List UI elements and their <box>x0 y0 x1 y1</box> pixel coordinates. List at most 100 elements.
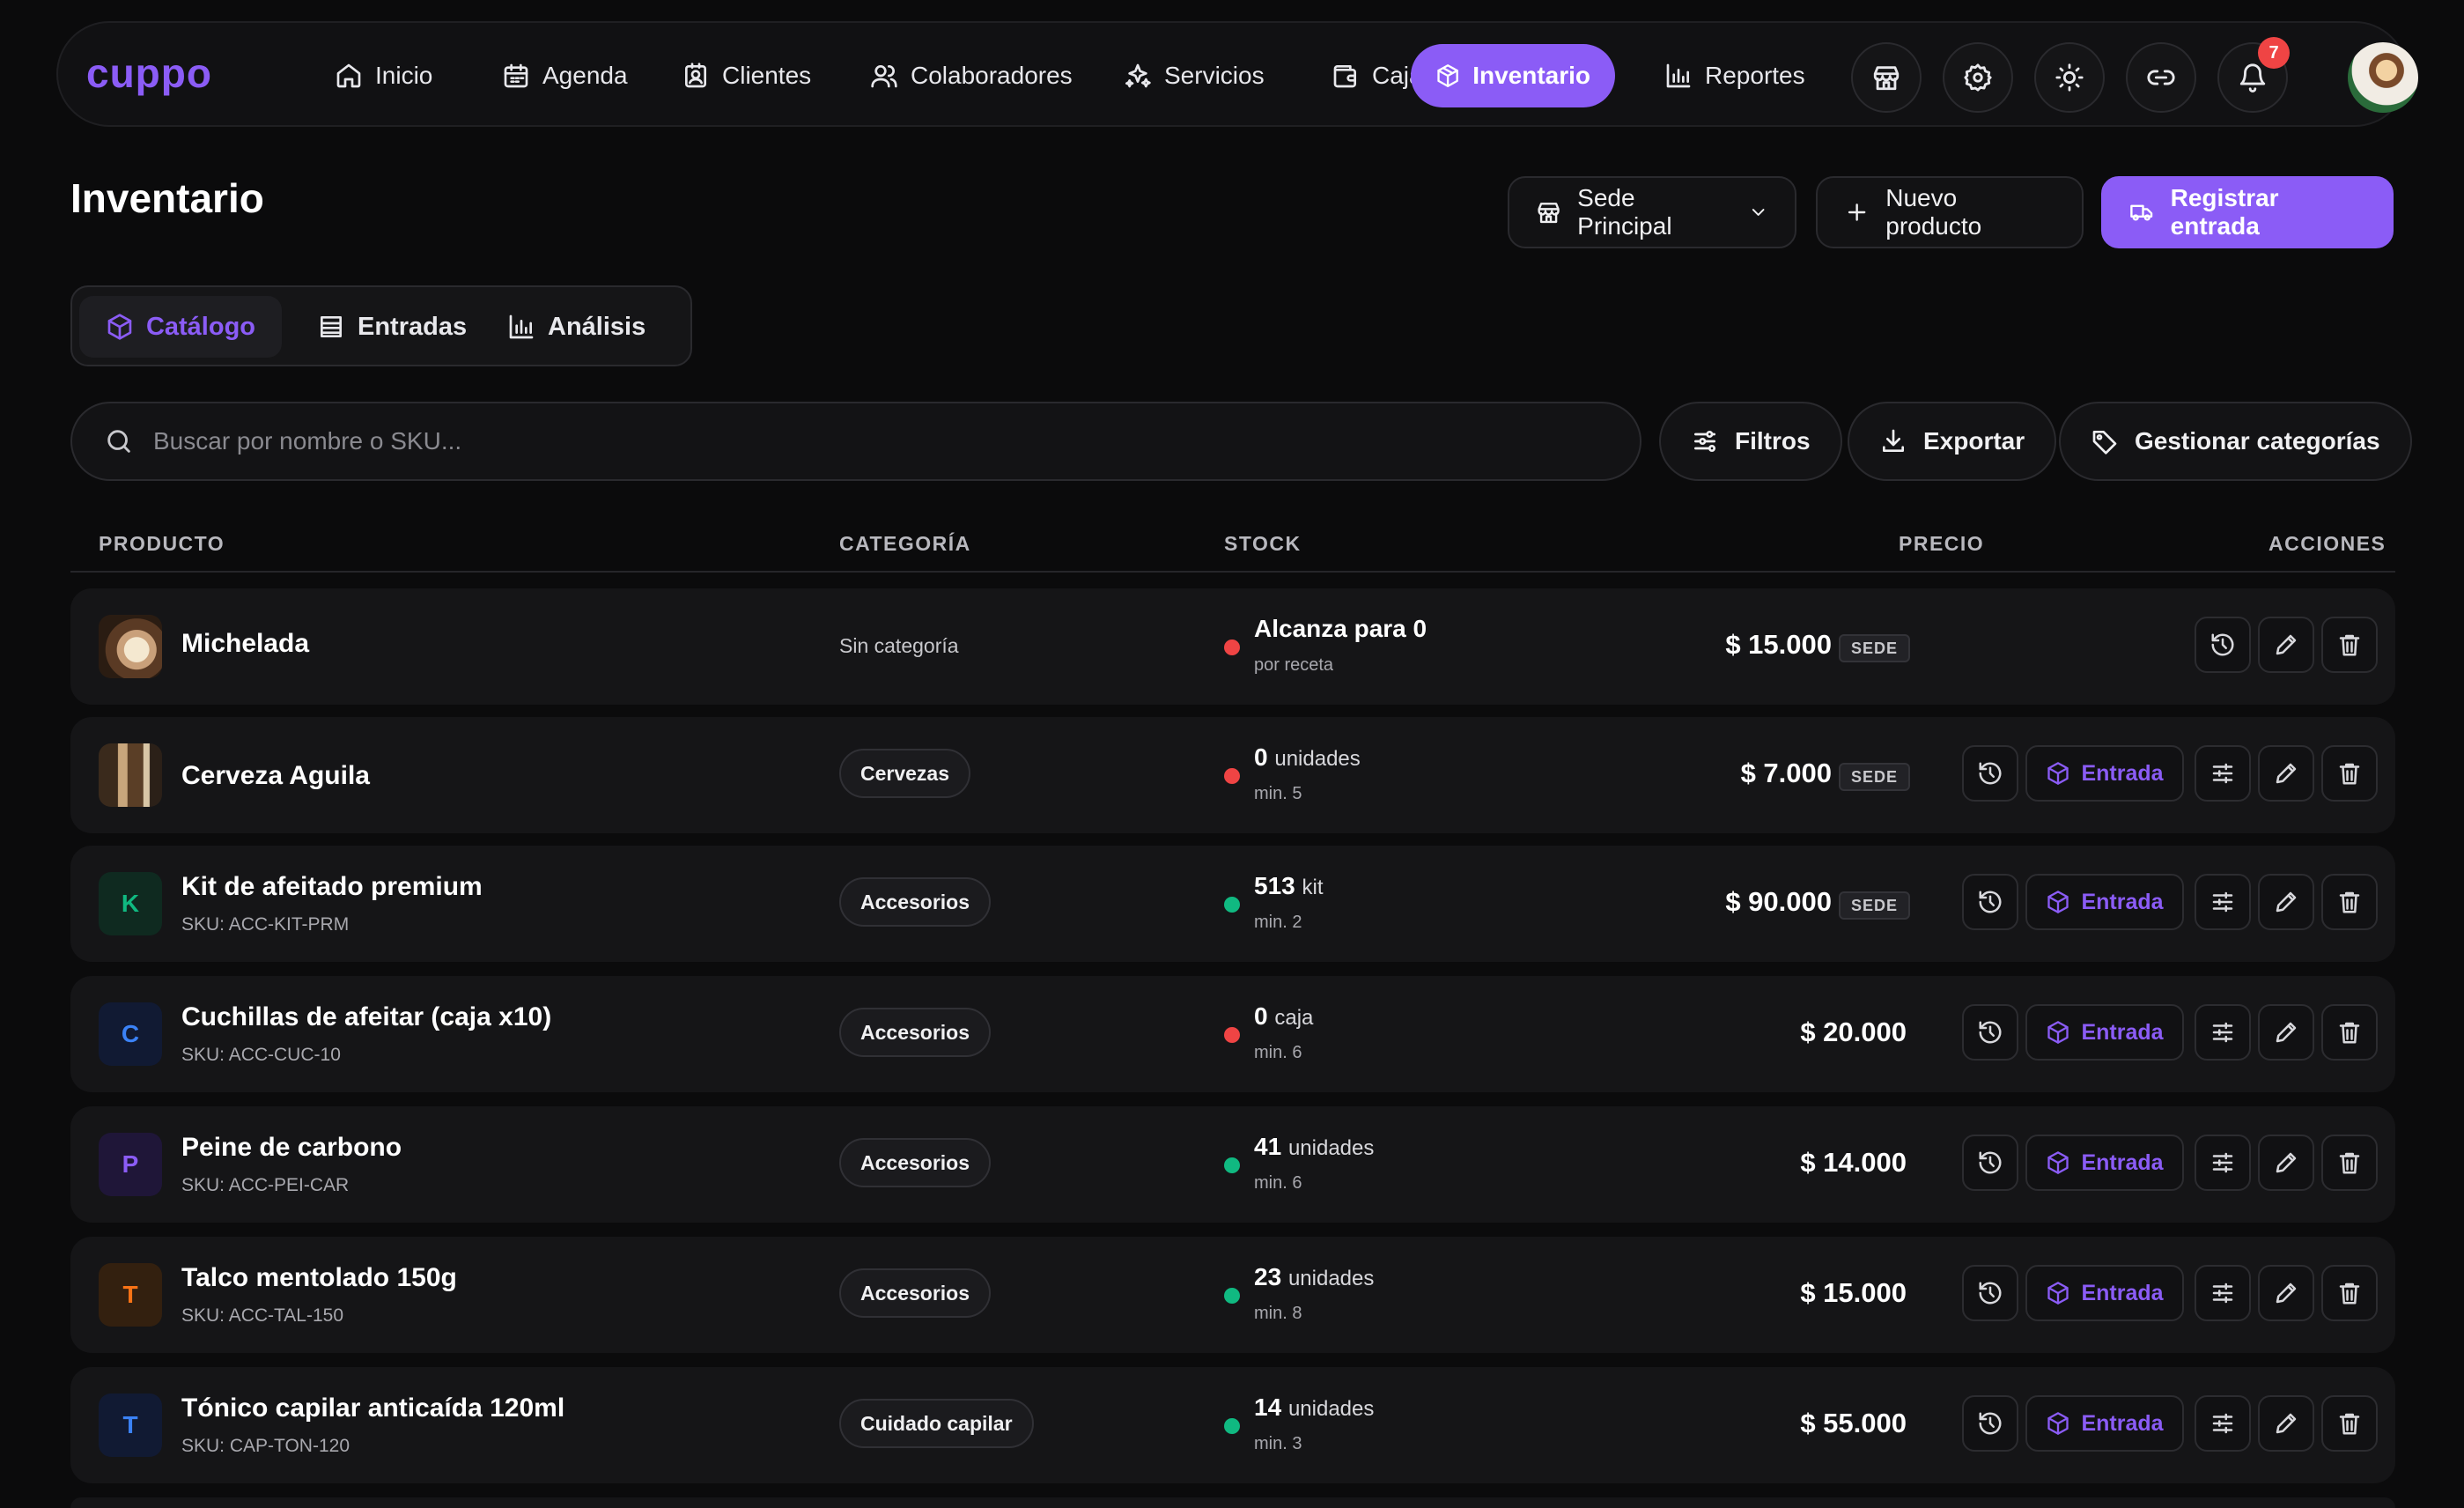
table-row[interactable]: Michelada Sin categoría Alcanza para 0 p… <box>70 588 2395 705</box>
history-button[interactable] <box>1962 1004 2018 1061</box>
category-badge: Accesorios <box>839 1268 992 1318</box>
filters-button[interactable]: Filtros <box>1659 402 1842 481</box>
edit-button[interactable] <box>2258 874 2314 930</box>
users-icon <box>871 65 897 88</box>
product-sku: SKU: ACC-TAL-150 <box>181 1305 344 1326</box>
bar-chart-icon <box>509 314 534 339</box>
cuppo-logo[interactable]: cuppo <box>86 50 212 96</box>
column-header-precio[interactable]: PRECIO <box>1899 532 1985 555</box>
tab-catalogo[interactable]: Catálogo <box>79 296 282 358</box>
table-row[interactable]: C Cuchillas de afeitar (caja x10) SKU: A… <box>70 976 2395 1092</box>
product-initial-avatar: C <box>99 1002 162 1066</box>
stock-min: min. 8 <box>1254 1304 1302 1323</box>
theme-toggle-button[interactable] <box>2034 42 2105 113</box>
history-button[interactable] <box>1962 1395 2018 1452</box>
column-header-stock[interactable]: STOCK <box>1224 532 1302 555</box>
table-row[interactable]: Cerveza Aguila Cervezas 0 unidades min. … <box>70 717 2395 833</box>
adjust-stock-button[interactable] <box>2195 745 2251 802</box>
edit-button[interactable] <box>2258 1004 2314 1061</box>
delete-button[interactable] <box>2321 1004 2378 1061</box>
nav-item-clientes[interactable]: Clientes <box>657 44 836 107</box>
nav-item-colaboradores[interactable]: Colaboradores <box>845 44 1097 107</box>
table-row[interactable]: K Kit de afeitado premium SKU: ACC-KIT-P… <box>70 846 2395 962</box>
manage-categories-label: Gestionar categorías <box>2135 427 2380 455</box>
delete-button[interactable] <box>2321 1265 2378 1321</box>
history-button[interactable] <box>1962 874 2018 930</box>
package-icon <box>2047 762 2069 785</box>
table-header: PRODUCTO CATEGORÍA STOCK PRECIO ACCIONES <box>70 529 2395 573</box>
product-sku: SKU: ACC-PEI-CAR <box>181 1175 350 1195</box>
price: $ 90.000 <box>1725 886 1832 917</box>
store-button[interactable] <box>1851 42 1922 113</box>
notifications-button[interactable]: 7 <box>2217 37 2290 113</box>
nav-item-agenda[interactable]: Agenda <box>477 44 653 107</box>
table-row[interactable]: T Tónico capilar anticaída 120ml SKU: CA… <box>70 1367 2395 1483</box>
history-button[interactable] <box>2195 617 2251 673</box>
edit-button[interactable] <box>2258 617 2314 673</box>
category-badge: Accesorios <box>839 1138 992 1187</box>
edit-button[interactable] <box>2258 1265 2314 1321</box>
delete-button[interactable] <box>2321 874 2378 930</box>
adjust-stock-button[interactable] <box>2195 1004 2251 1061</box>
edit-button[interactable] <box>2258 1135 2314 1191</box>
nav-item-reportes[interactable]: Reportes <box>1640 44 1830 107</box>
package-icon <box>2047 1151 2069 1174</box>
settings-button[interactable] <box>1943 42 2013 113</box>
trash-icon <box>2339 891 2360 913</box>
tag-icon <box>2092 431 2117 455</box>
adjust-stock-button[interactable] <box>2195 1265 2251 1321</box>
nav-item-inicio[interactable]: Inicio <box>310 44 457 107</box>
entrada-button[interactable]: Entrada <box>2025 1004 2184 1061</box>
sede-badge: SEDE <box>1839 763 1911 791</box>
sliders-icon <box>1694 431 1715 452</box>
tab-analisis[interactable]: Análisis <box>481 296 672 358</box>
bar-chart-icon <box>1666 63 1691 88</box>
adjust-stock-button[interactable] <box>2195 874 2251 930</box>
column-header-producto[interactable]: PRODUCTO <box>99 532 225 555</box>
stock-value: Alcanza para 0 <box>1254 615 1427 642</box>
history-button[interactable] <box>1962 1135 2018 1191</box>
new-product-button[interactable]: Nuevo producto <box>1816 176 2084 248</box>
table-row[interactable]: T Talco mentolado 150g SKU: ACC-TAL-150 … <box>70 1237 2395 1353</box>
entrada-button[interactable]: Entrada <box>2025 874 2184 930</box>
export-button[interactable]: Exportar <box>1848 402 2057 481</box>
stock-min: min. 3 <box>1254 1434 1302 1453</box>
nav-item-inventario[interactable]: Inventario <box>1411 44 1615 107</box>
avatar[interactable] <box>2348 42 2418 113</box>
sede-badge: SEDE <box>1839 634 1911 662</box>
pencil-icon <box>2276 763 2297 784</box>
entrada-button[interactable]: Entrada <box>2025 1395 2184 1452</box>
branch-select[interactable]: Sede Principal <box>1508 176 1796 248</box>
history-button[interactable] <box>1962 745 2018 802</box>
bell-icon <box>2239 63 2266 92</box>
category-badge: Cervezas <box>839 749 971 798</box>
nav-item-servicios[interactable]: Servicios <box>1099 44 1289 107</box>
adjust-stock-button[interactable] <box>2195 1135 2251 1191</box>
nav-item-label: Servicios <box>1164 62 1265 89</box>
search-input[interactable] <box>153 427 1562 455</box>
branch-select-label: Sede Principal <box>1577 184 1672 240</box>
tab-entradas[interactable]: Entradas <box>291 296 493 358</box>
entrada-button[interactable]: Entrada <box>2025 1265 2184 1321</box>
delete-button[interactable] <box>2321 617 2378 673</box>
price: $ 15.000 <box>1725 629 1832 660</box>
edit-button[interactable] <box>2258 1395 2314 1452</box>
stock-value: 0 unidades <box>1254 743 1361 771</box>
delete-button[interactable] <box>2321 1395 2378 1452</box>
table-row[interactable]: P Peine de carbono SKU: ACC-PEI-CAR Acce… <box>70 1106 2395 1223</box>
column-header-categoria[interactable]: CATEGORÍA <box>839 532 971 555</box>
entrada-button[interactable]: Entrada <box>2025 1135 2184 1191</box>
delete-button[interactable] <box>2321 1135 2378 1191</box>
manage-categories-button[interactable]: Gestionar categorías <box>2059 402 2412 481</box>
adjust-stock-button[interactable] <box>2195 1395 2251 1452</box>
delete-button[interactable] <box>2321 745 2378 802</box>
register-entry-button[interactable]: Registrar entrada <box>2101 176 2394 248</box>
entrada-button[interactable]: Entrada <box>2025 745 2184 802</box>
stock-value: 41 unidades <box>1254 1133 1375 1160</box>
tab-label: Análisis <box>548 312 646 341</box>
link-button[interactable] <box>2126 42 2196 113</box>
stock-status-dot <box>1224 1027 1240 1043</box>
history-button[interactable] <box>1962 1265 2018 1321</box>
product-name: Kit de afeitado premium <box>181 872 483 901</box>
edit-button[interactable] <box>2258 745 2314 802</box>
